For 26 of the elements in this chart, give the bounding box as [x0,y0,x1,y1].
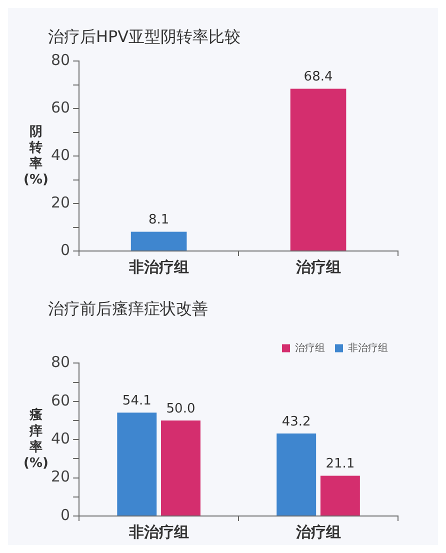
data-label: 68.4 [304,70,333,85]
y-axis-title: 瘙痒率(%) [24,406,48,471]
y-tick-label: 0 [60,506,70,524]
legend-label: 治疗组 [295,342,325,354]
text: 54.1 [122,394,152,409]
data-label: 8.1 [148,212,170,228]
y-tick-label: 0 [60,240,70,259]
y-tick-label: 60 [50,391,70,410]
y-tick-label: 40 [50,146,70,164]
text: 43.2 [282,414,311,430]
y-tick-label: 20 [50,468,70,486]
bar [276,433,316,516]
text: 50.0 [166,401,196,416]
chart-title: 治疗后HPV亚型阴转率比较 [48,26,241,46]
bar [161,420,200,516]
y-tick-label: 60 [50,98,70,117]
text: 21.1 [326,456,355,472]
legend-label: 非治疗组 [348,342,388,354]
y-tick-label: 80 [50,353,70,372]
y-tick-label: 80 [50,51,70,70]
bar [117,412,157,516]
chart-title: 治疗前后瘙痒症状改善 [48,298,208,318]
y-tick-label: 20 [50,193,70,212]
y-axis-title: 阴转率(%) [24,124,48,188]
bar [320,476,360,516]
y-tick-label: 40 [50,429,70,448]
